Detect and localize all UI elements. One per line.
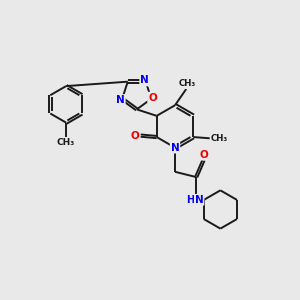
Text: O: O — [131, 130, 140, 141]
Text: N: N — [195, 195, 203, 205]
Text: O: O — [199, 150, 208, 160]
Text: N: N — [140, 76, 149, 85]
Text: H: H — [186, 195, 194, 205]
Text: CH₃: CH₃ — [178, 79, 196, 88]
Text: O: O — [148, 93, 157, 103]
Text: N: N — [171, 142, 179, 153]
Text: N: N — [116, 95, 125, 105]
Text: CH₃: CH₃ — [57, 138, 75, 147]
Text: CH₃: CH₃ — [210, 134, 228, 143]
